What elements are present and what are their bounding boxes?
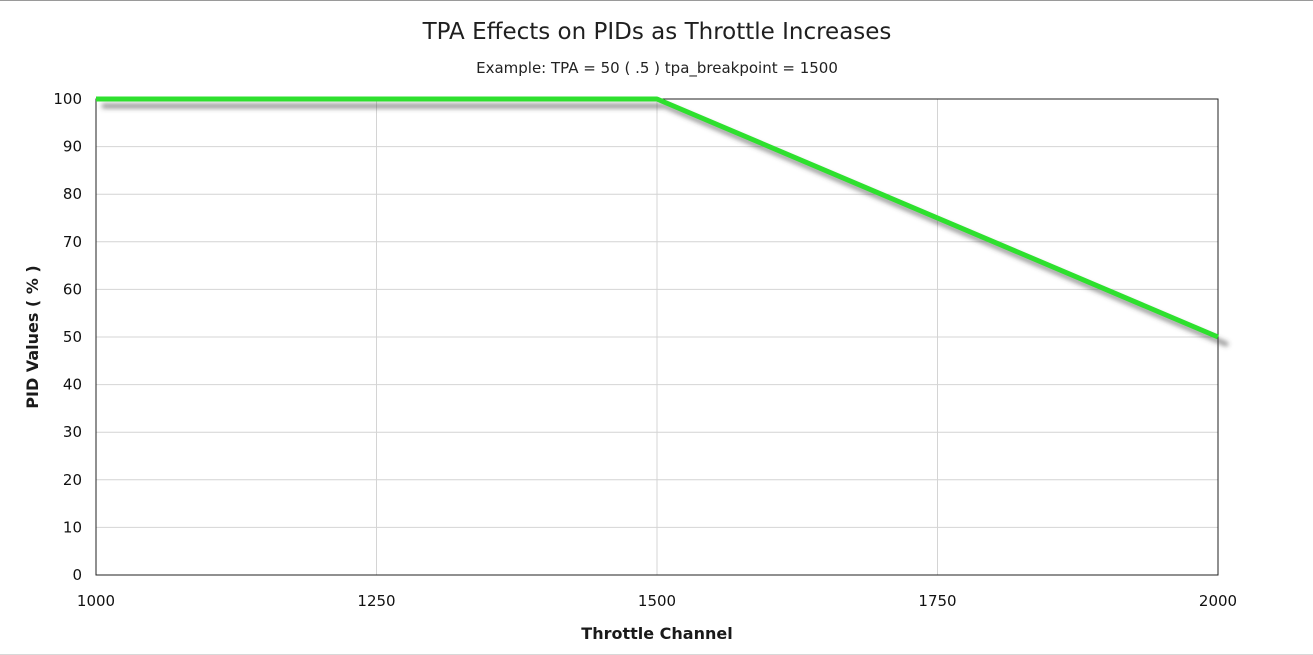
y-tick-label: 40 <box>63 376 82 394</box>
y-tick-label: 100 <box>53 90 82 108</box>
y-tick-label: 70 <box>63 233 82 251</box>
y-tick-label: 0 <box>72 566 82 584</box>
x-tick-label: 1500 <box>638 592 676 610</box>
y-tick-label: 50 <box>63 328 82 346</box>
x-tick-label: 1750 <box>918 592 956 610</box>
chart-subtitle: Example: TPA = 50 ( .5 ) tpa_breakpoint … <box>476 59 838 78</box>
y-tick-label: 90 <box>63 138 82 156</box>
grid-lines <box>95 98 1219 576</box>
x-axis-label: Throttle Channel <box>581 624 732 643</box>
y-axis-ticks: 0 10 20 30 40 50 60 70 80 90 100 <box>53 90 82 584</box>
y-tick-label: 30 <box>63 423 82 441</box>
series-line-shadow-group <box>101 103 1229 347</box>
chart-title: TPA Effects on PIDs as Throttle Increase… <box>422 19 892 45</box>
x-axis-ticks: 1000 1250 1500 1750 2000 <box>77 592 1237 610</box>
y-axis-label: PID Values ( % ) <box>23 265 42 408</box>
series-line-0 <box>96 96 1219 340</box>
series-line-shadow <box>101 103 1229 347</box>
x-tick-label: 2000 <box>1199 592 1237 610</box>
y-tick-label: 80 <box>63 185 82 203</box>
series-layer <box>96 96 1229 347</box>
y-tick-label: 20 <box>63 471 82 489</box>
x-tick-label: 1000 <box>77 592 115 610</box>
y-tick-label: 60 <box>63 280 82 298</box>
x-tick-label: 1250 <box>357 592 395 610</box>
y-tick-label: 10 <box>63 518 82 536</box>
